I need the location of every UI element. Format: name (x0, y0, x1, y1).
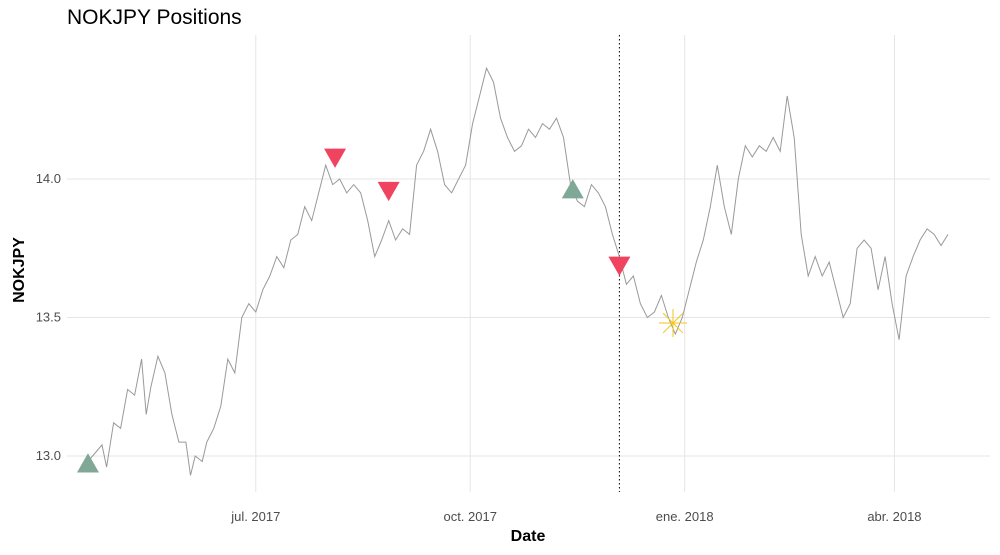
close-marker (659, 309, 688, 338)
x-tick-label: ene. 2018 (656, 509, 714, 524)
close-marker-stroke (662, 312, 684, 334)
sell-marker (608, 256, 631, 276)
x-tick-labels: jul. 2017 oct. 2017 ene. 2018 abr. 2018 (230, 509, 921, 524)
grid-lines (67, 35, 990, 492)
position-markers (76, 148, 688, 473)
x-axis-title: Date (511, 528, 546, 545)
y-tick-label: 13.0 (36, 448, 61, 463)
x-tick-label: abr. 2018 (867, 509, 921, 524)
sell-marker (377, 181, 400, 202)
series-lines (82, 66, 949, 476)
y-tick-labels: 13.0 13.5 14.0 (36, 171, 61, 463)
buy-marker (561, 179, 584, 199)
y-tick-label: 14.0 (36, 171, 61, 186)
buy-marker (76, 453, 99, 473)
y-tick-label: 13.5 (36, 310, 61, 325)
y-axis-title: NOKJPY (11, 237, 28, 303)
x-tick-label: oct. 2017 (443, 509, 497, 524)
price-series-line (82, 66, 949, 476)
chart-title: NOKJPY Positions (67, 6, 242, 29)
sell-marker (324, 148, 347, 168)
x-tick-label: jul. 2017 (230, 509, 280, 524)
